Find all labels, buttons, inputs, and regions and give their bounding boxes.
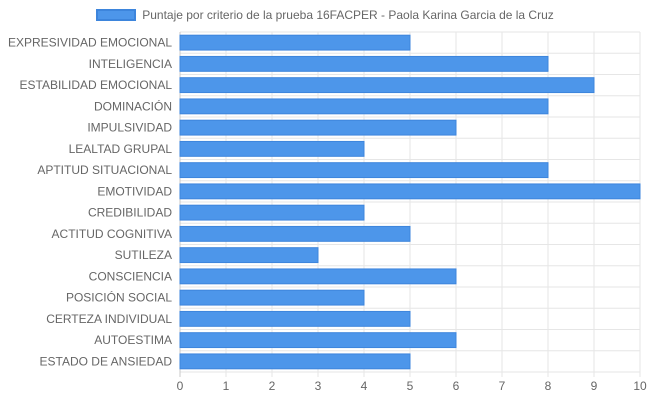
bar xyxy=(179,119,457,136)
bar xyxy=(179,310,411,327)
category-label: LEALTAD GRUPAL xyxy=(69,142,173,156)
bar xyxy=(179,204,365,221)
category-label: IMPULSIVIDAD xyxy=(87,121,172,135)
x-tick-label: 8 xyxy=(545,379,552,393)
x-tick-label: 5 xyxy=(407,379,414,393)
bar xyxy=(179,247,319,264)
category-label: ESTABILIDAD EMOCIONAL xyxy=(20,78,173,92)
x-tick-label: 6 xyxy=(453,379,460,393)
x-tick-label: 1 xyxy=(223,379,230,393)
x-tick-label: 10 xyxy=(633,379,647,393)
category-label: CERTEZA INDIVIDUAL xyxy=(46,312,172,326)
chart-legend[interactable]: Puntaje por criterio de la prueba 16FACP… xyxy=(0,6,650,24)
legend-swatch xyxy=(96,9,137,21)
category-label: AUTOESTIMA xyxy=(94,333,172,347)
category-label: CONSCIENCIA xyxy=(89,269,172,283)
bar xyxy=(179,353,411,370)
bar xyxy=(179,268,457,285)
x-tick-label: 7 xyxy=(499,379,506,393)
category-label: ESTADO DE ANSIEDAD xyxy=(40,354,173,368)
x-tick-label: 2 xyxy=(269,379,276,393)
category-label: EXPRESIVIDAD EMOCIONAL xyxy=(8,36,172,50)
x-tick-label: 4 xyxy=(361,379,368,393)
bar xyxy=(179,55,549,72)
x-tick-label: 3 xyxy=(315,379,322,393)
bar xyxy=(179,77,595,94)
category-label: APTITUD SITUACIONAL xyxy=(37,163,172,177)
category-label: SUTILEZA xyxy=(115,248,172,262)
bar xyxy=(179,98,549,115)
x-tick-label: 9 xyxy=(591,379,598,393)
category-label: EMOTIVIDAD xyxy=(97,184,172,198)
bar xyxy=(179,34,411,51)
category-label: ACTITUD COGNITIVA xyxy=(52,227,172,241)
bar xyxy=(179,225,411,242)
bar xyxy=(179,162,549,179)
category-label: INTELIGENCIA xyxy=(89,57,172,71)
category-label: CREDIBILIDAD xyxy=(88,206,172,220)
bar xyxy=(179,332,457,349)
category-label: DOMINACIÓN xyxy=(94,98,172,113)
bar xyxy=(179,289,365,306)
bar xyxy=(179,183,641,200)
x-tick-label: 0 xyxy=(177,379,184,393)
legend-label: Puntaje por criterio de la prueba 16FACP… xyxy=(142,8,554,22)
category-label: POSICIÓN SOCIAL xyxy=(66,290,172,305)
bar xyxy=(179,140,365,157)
